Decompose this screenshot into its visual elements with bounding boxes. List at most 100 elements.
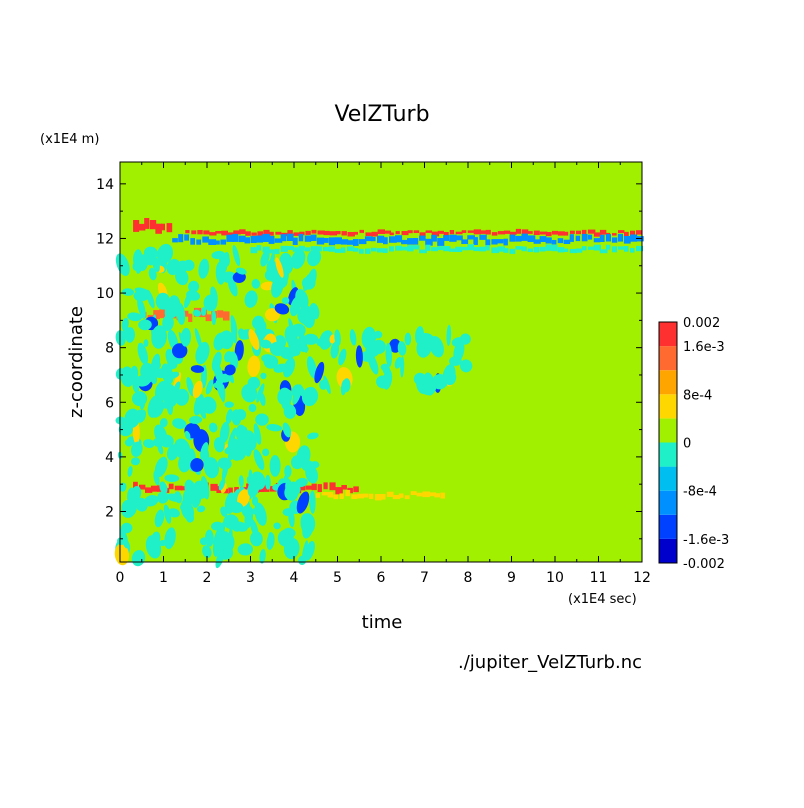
band-mark [479, 230, 488, 234]
turbulence-cell [200, 307, 207, 316]
turbulence-cell [224, 364, 236, 376]
band-mark [226, 234, 234, 242]
band-mark [250, 235, 257, 243]
band-mark [178, 234, 184, 243]
turbulence-cell [224, 445, 237, 455]
band-mark [217, 310, 224, 318]
band-mark [404, 495, 410, 500]
band-mark [443, 235, 450, 241]
band-mark [509, 248, 516, 254]
turbulence-cell [156, 243, 174, 264]
colorbar-tick-label: -8e-4 [683, 485, 717, 500]
x-tick-label: 9 [507, 570, 516, 586]
turbulence-cell [415, 326, 424, 345]
turbulence-cell [211, 310, 217, 326]
band-mark [262, 233, 270, 242]
band-mark [569, 230, 575, 234]
turbulence-cell [124, 439, 133, 447]
turbulence-cell [281, 297, 290, 305]
band-mark [617, 233, 623, 242]
turbulence-cell [202, 545, 212, 558]
turbulence-cell [119, 482, 127, 492]
y-tick-label: 12 [96, 231, 114, 247]
turbulence-cell [166, 371, 180, 380]
y-tick-label: 8 [105, 341, 114, 357]
band-mark [509, 234, 516, 242]
turbulence-cell [247, 376, 261, 390]
turbulence-cell [292, 384, 302, 405]
turbulence-cell [259, 549, 266, 564]
turbulence-cell [212, 540, 220, 557]
turbulence-cell [213, 526, 221, 546]
band-mark [383, 248, 388, 253]
band-mark [263, 229, 270, 235]
turbulence-cell [124, 408, 140, 429]
turbulence-cell [238, 475, 244, 488]
band-mark [310, 246, 318, 251]
band-mark [346, 240, 355, 245]
colorbar: 0.002 1.6e-3 8e-4 0 -8e-4 -1.6e-3 -0.002 [658, 316, 729, 572]
band-mark [581, 246, 587, 251]
turbulence-cell [224, 492, 236, 514]
turbulence-cell [230, 320, 238, 344]
turbulence-cell [138, 319, 152, 331]
band-mark [184, 234, 189, 241]
band-mark [485, 245, 490, 251]
colorbar-tick-label: 1.6e-3 [683, 340, 725, 355]
band-mark [232, 233, 239, 242]
band-mark [503, 230, 511, 234]
turbulence-cell [269, 252, 275, 268]
band-mark [599, 249, 608, 254]
turbulence-cell [234, 340, 244, 361]
band-mark [392, 495, 401, 500]
band-mark [419, 249, 427, 254]
turbulence-cell [227, 427, 237, 449]
turbulence-cell [429, 335, 444, 358]
turbulence-cell [268, 532, 274, 539]
turbulence-cell [172, 343, 188, 359]
turbulence-cell [306, 268, 317, 290]
turbulence-cell [192, 380, 203, 399]
band-mark [521, 233, 528, 241]
band-mark [605, 234, 611, 242]
turbulence-cell [242, 426, 248, 435]
turbulence-cell [224, 401, 234, 408]
band-mark [413, 230, 420, 233]
band-mark [172, 238, 178, 243]
band-mark [221, 230, 228, 236]
x-tick-label: 8 [464, 570, 473, 586]
band-mark [334, 248, 342, 253]
turbulence-cell [218, 478, 226, 491]
band-mark [161, 223, 165, 231]
band-mark [521, 246, 527, 252]
band-mark [328, 246, 336, 252]
band-mark [310, 234, 317, 241]
band-mark [539, 236, 547, 242]
band-mark [636, 230, 642, 235]
turbulence-cell [260, 372, 267, 380]
band-mark [491, 247, 500, 254]
turbulence-cell [200, 442, 209, 460]
band-mark [286, 246, 294, 250]
band-mark [323, 230, 330, 236]
turbulence-cell [290, 455, 305, 470]
turbulence-cell [189, 415, 203, 424]
colorbar-tick-label: 0 [683, 437, 691, 452]
turbulence-cell [128, 375, 141, 385]
band-mark [389, 232, 394, 236]
turbulence-cell [338, 348, 347, 366]
band-mark [139, 484, 146, 490]
band-mark [533, 239, 541, 244]
contour-feature-0 [185, 228, 642, 237]
band-mark [455, 235, 463, 241]
band-mark [256, 235, 264, 243]
band-mark [371, 237, 376, 242]
turbulence-cell [160, 402, 171, 409]
band-mark [239, 229, 246, 234]
band-mark [352, 239, 359, 246]
colorbar-swatch [659, 466, 677, 491]
band-mark [386, 491, 394, 497]
band-mark [425, 230, 433, 233]
y-tick-label: 2 [105, 504, 114, 520]
band-mark [238, 235, 246, 243]
